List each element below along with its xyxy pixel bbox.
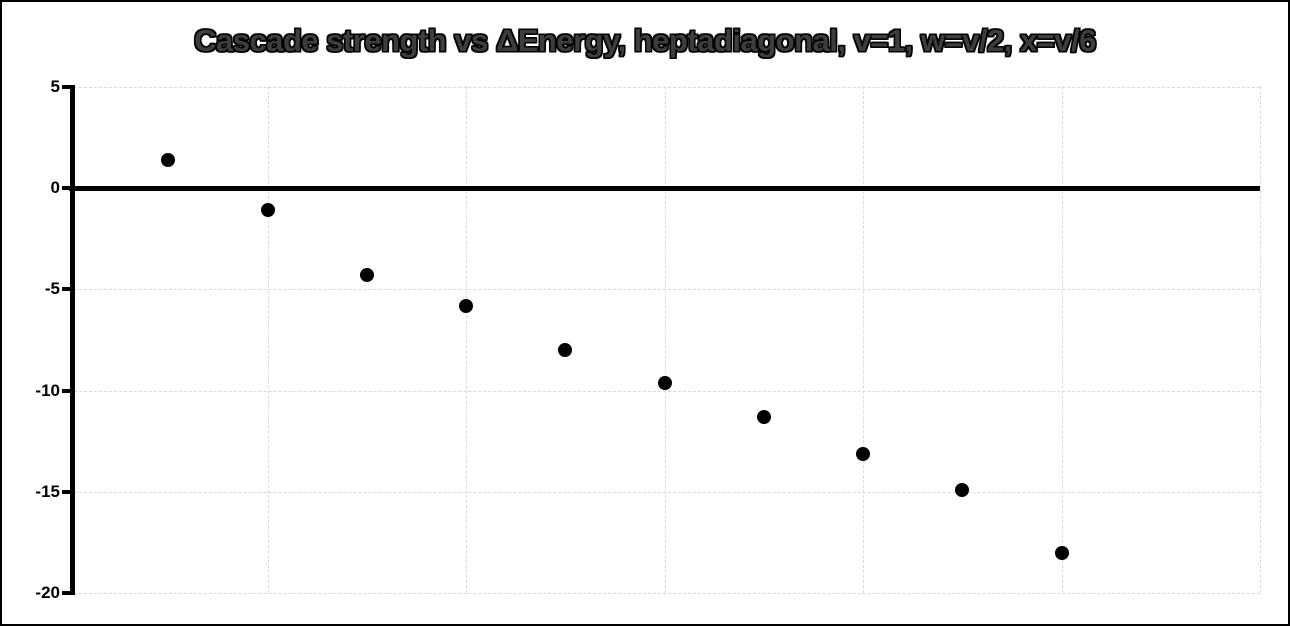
- vertical-gridline: [1260, 86, 1261, 594]
- horizontal-gridline: [69, 86, 1260, 88]
- horizontal-gridline: [69, 593, 1260, 595]
- y-axis-tick-label: 0: [50, 178, 60, 197]
- vertical-gridline: [1061, 86, 1063, 594]
- chart-title: Cascade strength vs ΔEnergy, heptadiagon…: [194, 23, 1096, 58]
- y-axis-tick: [62, 388, 70, 393]
- y-axis-tick-label: -15: [35, 482, 60, 502]
- data-point[interactable]: [955, 483, 970, 498]
- zero-line: [69, 185, 1260, 191]
- y-axis-tick: [62, 591, 70, 596]
- horizontal-gridline: [69, 492, 1260, 494]
- y-axis-tick: [62, 186, 70, 190]
- vertical-gridline: [466, 86, 467, 594]
- y-axis-line: [70, 85, 75, 596]
- y-axis-tick: [62, 84, 70, 89]
- horizontal-gridline: [69, 289, 1260, 291]
- y-axis-tick-label: -5: [44, 279, 60, 299]
- vertical-gridline: [664, 86, 666, 594]
- y-axis-tick: [62, 287, 70, 292]
- data-point[interactable]: [260, 203, 275, 218]
- data-point[interactable]: [1054, 545, 1069, 560]
- data-point[interactable]: [359, 268, 374, 283]
- data-point[interactable]: [657, 375, 672, 390]
- data-point[interactable]: [459, 298, 473, 313]
- y-axis-tick-label: -20: [35, 583, 60, 603]
- y-axis-tick: [62, 490, 70, 495]
- data-point[interactable]: [756, 410, 771, 425]
- data-point[interactable]: [856, 446, 870, 461]
- y-axis-tick-label: -10: [35, 380, 60, 400]
- vertical-gridline: [863, 86, 864, 594]
- horizontal-gridline: [69, 390, 1260, 392]
- data-point[interactable]: [558, 343, 573, 358]
- data-point[interactable]: [161, 152, 176, 167]
- vertical-gridline: [267, 86, 269, 594]
- y-axis-tick-label: 5: [50, 76, 60, 96]
